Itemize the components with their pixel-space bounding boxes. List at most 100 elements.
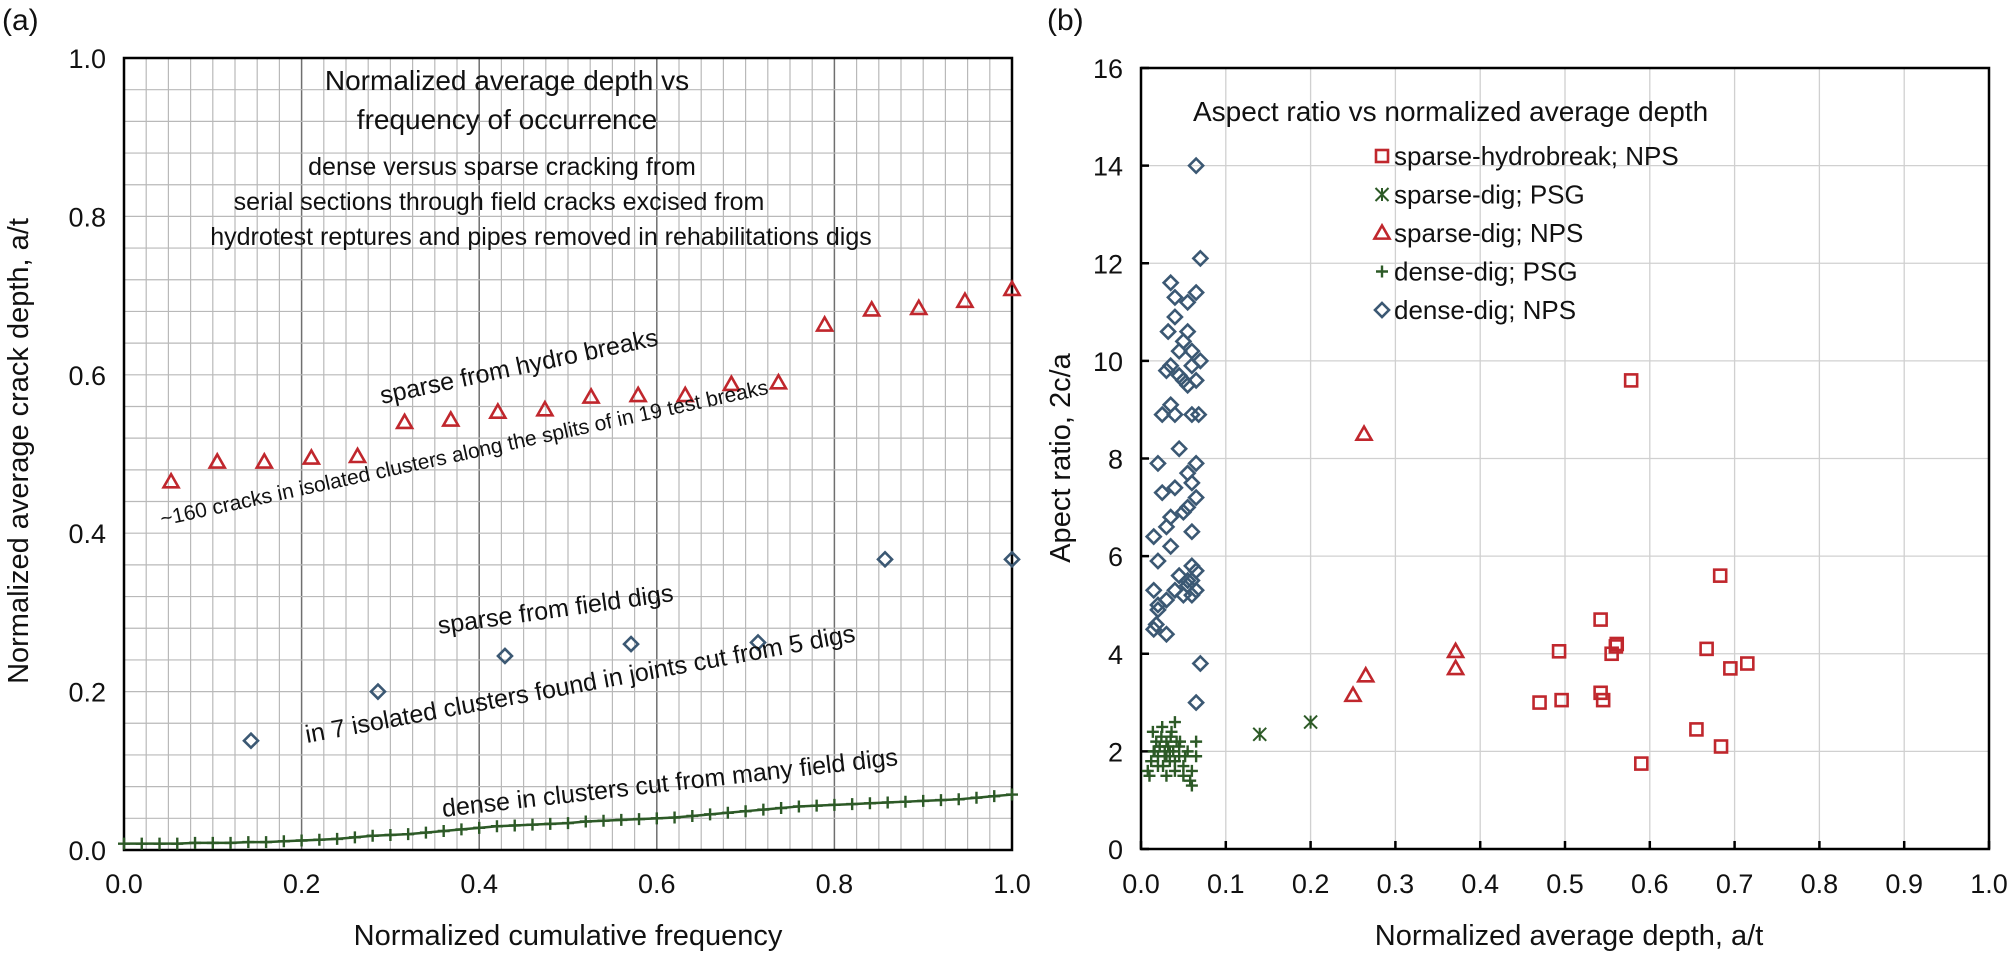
- data-point-plus: [295, 834, 308, 847]
- data-point-diamond: [1149, 552, 1167, 570]
- x-tick-label: 0.0: [1122, 869, 1160, 899]
- panel-a-ylabel: Normalized average crack depth, a/t: [3, 218, 35, 684]
- data-point-plus: [260, 836, 273, 849]
- data-point-plus: [810, 799, 823, 812]
- data-point-diamond: [1166, 581, 1184, 600]
- data-point-diamond: [876, 550, 894, 569]
- panel-a-ticks: 0.0 0.2 0.4 0.6 0.8 1.0 0.0 0.2 0.4 0.6 0.8 1.0: [68, 44, 1030, 899]
- panel-b-chart: (b) 0.0 0.1 0.2 0.3 0.4 0.5 0.6 0.7 0.8 0.9 1.0 0 2 4…: [1045, 4, 2008, 952]
- data-point-plus: [988, 790, 1001, 803]
- y-tick-label: 0.8: [68, 202, 106, 232]
- x-tick-label: 0.6: [1631, 869, 1669, 899]
- data-point-triangle: [254, 451, 275, 469]
- data-point-diamond: [1144, 581, 1163, 600]
- data-point-plus: [508, 819, 521, 832]
- data-point-diamond: [1157, 361, 1176, 380]
- x-tick-label: 0.3: [1377, 869, 1415, 899]
- data-point-square: [1689, 722, 1704, 737]
- data-point-diamond: [1170, 566, 1188, 585]
- data-point-triangle: [1354, 423, 1374, 442]
- y-tick-label: 0.2: [68, 678, 106, 708]
- data-point-plus: [419, 826, 432, 839]
- data-point-diamond: [1157, 591, 1176, 609]
- data-point-plus: [1168, 764, 1181, 777]
- data-point-plus: [206, 836, 219, 849]
- data-point-diamond: [1170, 342, 1188, 360]
- data-point-triangle: [394, 412, 415, 430]
- data-point-diamond: [1178, 376, 1197, 395]
- data-point-plus: [881, 796, 894, 809]
- legend-label: sparse-dig; NPS: [1394, 218, 1583, 248]
- data-point-plus: [934, 794, 947, 807]
- data-point-triangle: [581, 386, 601, 404]
- data-point-diamond: [1183, 405, 1201, 424]
- data-point-triangle: [721, 374, 742, 392]
- data-point-plus: [490, 820, 503, 833]
- x-tick-label: 0.0: [105, 869, 143, 899]
- y-tick-label: 14: [1093, 152, 1123, 182]
- data-point-plus: [526, 818, 539, 831]
- x-tick-label: 0.1: [1207, 869, 1245, 899]
- y-tick-label: 0.6: [68, 361, 106, 391]
- data-point-plus: [597, 814, 610, 827]
- data-point-diamond: [1166, 405, 1184, 424]
- data-point-diamond: [1187, 488, 1205, 507]
- panel-b-ylabel: Apect ratio, 2c/a: [1045, 352, 1077, 562]
- data-point-diamond: [1149, 454, 1167, 473]
- data-point-plus: [1145, 755, 1158, 768]
- data-point-plus: [153, 837, 166, 850]
- data-point-plus: [899, 795, 912, 808]
- data-point-square: [1608, 639, 1624, 654]
- data-point-plus: [277, 835, 290, 848]
- data-point-square: [1713, 739, 1729, 754]
- data-point-square: [1595, 692, 1611, 708]
- data-point-plus: [739, 805, 752, 818]
- data-point-plus: [348, 831, 361, 844]
- data-point-plus: [792, 800, 805, 813]
- panel-b-marks: [1141, 156, 1755, 792]
- data-point-plus: [189, 836, 202, 849]
- panel-a-title-line1: Normalized average depth vs: [325, 65, 689, 96]
- panel-b-grid: [1141, 68, 1989, 849]
- data-point-triangle: [441, 409, 461, 427]
- legend-label: sparse-dig; PSG: [1394, 180, 1585, 210]
- data-point-plus: [757, 803, 770, 816]
- data-point-diamond: [1157, 517, 1176, 536]
- data-point-plus: [1160, 769, 1173, 782]
- x-tick-label: 0.4: [460, 869, 498, 899]
- data-point-diamond: [1166, 308, 1184, 326]
- data-point-plus: [579, 815, 592, 828]
- legend-label: dense-dig; PSG: [1394, 257, 1578, 287]
- data-point-diamond: [1187, 454, 1205, 473]
- data-point-diamond: [1144, 620, 1163, 639]
- data-point-diamond: [1191, 352, 1210, 370]
- panel-a-grid: [124, 58, 1012, 850]
- y-tick-label: 4: [1108, 640, 1123, 670]
- data-point-plus: [1164, 730, 1177, 743]
- data-point-triangle: [1355, 665, 1376, 683]
- data-point-plus: [562, 817, 574, 830]
- data-point-triangle: [955, 291, 975, 309]
- data-point-square: [1604, 646, 1619, 662]
- panel-a-chart: (a) 0.0 0.2 0.4 0.6 0.8 1.0 0.0 0.2 0.4 0.6 0.8 1.0…: [2, 4, 1031, 952]
- data-point-triangle: [861, 299, 882, 317]
- data-point-diamond: [1003, 550, 1021, 569]
- data-point-diamond: [1189, 405, 1208, 424]
- data-point-plus: [242, 836, 255, 849]
- data-point-plus: [970, 791, 983, 804]
- data-point-diamond: [369, 682, 387, 701]
- y-tick-label: 8: [1108, 445, 1123, 475]
- data-point-square: [1593, 612, 1608, 627]
- legend-marker-triangle: [1372, 222, 1392, 240]
- data-point-plus: [1146, 725, 1159, 738]
- panel-a-marks: [118, 279, 1022, 850]
- data-point-plus: [721, 806, 734, 819]
- data-point-plus: [473, 821, 486, 834]
- data-point-square: [1532, 695, 1547, 710]
- data-point-triangle: [488, 401, 508, 419]
- data-point-plus: [224, 836, 237, 849]
- data-point-diamond: [1144, 527, 1163, 546]
- legend-marker-plus: [1376, 265, 1388, 278]
- data-point-plus: [828, 798, 841, 811]
- data-point-plus: [863, 797, 876, 810]
